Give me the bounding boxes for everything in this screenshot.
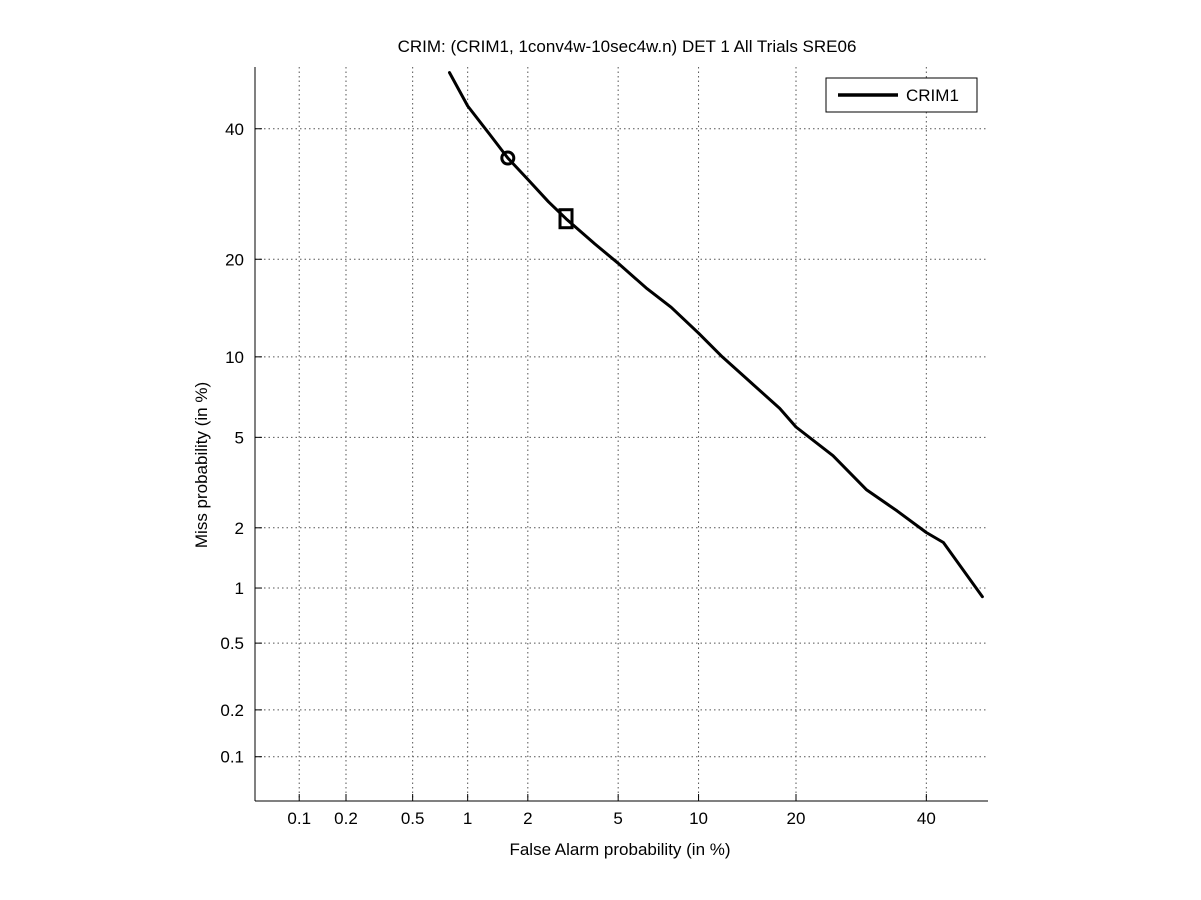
y-tick-label: 40 (225, 120, 244, 139)
y-tick-label: 0.5 (220, 634, 244, 653)
x-tick-label: 0.1 (287, 809, 311, 828)
x-tick-label: 1 (463, 809, 472, 828)
marker-circle (500, 150, 516, 166)
y-axis-label: Miss probability (in %) (192, 382, 211, 548)
y-tick-label: 0.1 (220, 748, 244, 767)
axes (254, 67, 988, 802)
y-tick-label: 0.2 (220, 701, 244, 720)
grid-lines (255, 67, 988, 801)
x-tick-label: 20 (787, 809, 806, 828)
y-ticks: 0.1 0.2 0.5 1 2 5 10 20 40 (220, 120, 262, 767)
legend: CRIM1 (825, 77, 978, 113)
x-ticks: 0.1 0.2 0.5 1 2 5 10 20 40 (287, 794, 936, 828)
x-tick-label: 40 (917, 809, 936, 828)
y-tick-label: 10 (225, 348, 244, 367)
y-tick-label: 5 (235, 428, 244, 447)
x-tick-label: 0.5 (401, 809, 425, 828)
y-tick-label: 20 (225, 250, 244, 269)
marker-square (558, 208, 574, 230)
legend-label-crim1: CRIM1 (906, 86, 959, 105)
series-line-crim1 (448, 71, 984, 599)
x-tick-label: 2 (523, 809, 532, 828)
x-axis-label: False Alarm probability (in %) (509, 840, 730, 859)
x-tick-label: 10 (689, 809, 708, 828)
x-tick-label: 0.2 (334, 809, 358, 828)
chart-title: CRIM: (CRIM1, 1conv4w-10sec4w.n) DET 1 A… (398, 37, 857, 56)
x-tick-label: 5 (613, 809, 622, 828)
y-tick-label: 2 (235, 519, 244, 538)
plot-area (448, 71, 984, 599)
y-tick-label: 1 (235, 579, 244, 598)
